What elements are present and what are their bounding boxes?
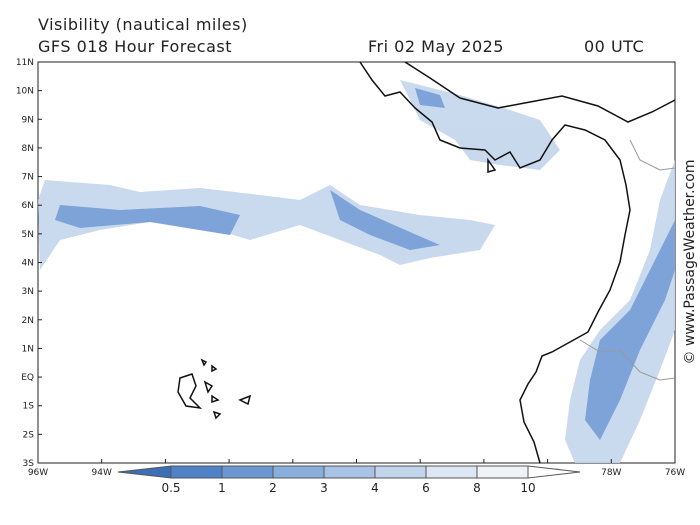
- legend-swatch: [374, 465, 427, 479]
- legend: 0.5 1 2 3 4 6 8 10: [117, 465, 581, 495]
- lat-label: 3N: [22, 287, 34, 297]
- lat-label: 4N: [22, 259, 34, 269]
- map-frame: [37, 61, 676, 464]
- subtitle: GFS 018 Hour Forecast: [38, 37, 232, 56]
- map: [37, 61, 676, 464]
- legend-label: 6: [422, 481, 430, 495]
- time: 00 UTC: [584, 37, 644, 56]
- watermark: © www.PassageWeather.com: [682, 159, 698, 364]
- legend-label: 4: [371, 481, 379, 495]
- lat-label: 5N: [22, 230, 34, 240]
- lat-label: 1N: [22, 344, 34, 354]
- legend-swatch: [117, 465, 172, 479]
- lat-label: 2N: [22, 316, 34, 326]
- borders: [579, 139, 676, 381]
- legend-swatch: [527, 465, 581, 479]
- lat-label: 2S: [23, 430, 35, 440]
- lon-label: 76W: [665, 468, 685, 478]
- legend-swatch: [476, 465, 529, 479]
- title: Visibility (nautical miles): [38, 15, 248, 34]
- lon-label: 78W: [601, 468, 621, 478]
- legend-swatch: [425, 465, 478, 479]
- legend-label: 10: [520, 481, 535, 495]
- legend-label: 0.5: [161, 481, 180, 495]
- legend-swatch: [272, 465, 325, 479]
- legend-label: 2: [269, 481, 277, 495]
- lat-label: 11N: [16, 58, 34, 68]
- legend-label: 1: [218, 481, 226, 495]
- legend-swatch: [323, 465, 376, 479]
- fog-dense: [55, 88, 675, 440]
- legend-label: 3: [320, 481, 328, 495]
- lat-label: EQ: [21, 373, 34, 383]
- coastline: [177, 61, 676, 464]
- lat-label: 8N: [22, 144, 34, 154]
- legend-label: 8: [473, 481, 481, 495]
- lat-label: 6N: [22, 201, 34, 211]
- lat-label: 3S: [23, 459, 35, 469]
- lon-label: 96W: [28, 468, 48, 478]
- lat-label: 1S: [23, 402, 35, 412]
- lat-label: 10N: [16, 87, 34, 97]
- date: Fri 02 May 2025: [368, 37, 504, 56]
- legend-swatch: [170, 465, 223, 479]
- lat-label: 7N: [22, 173, 34, 183]
- lat-label: 9N: [22, 115, 34, 125]
- lon-label: 94W: [92, 468, 112, 478]
- legend-swatch: [221, 465, 274, 479]
